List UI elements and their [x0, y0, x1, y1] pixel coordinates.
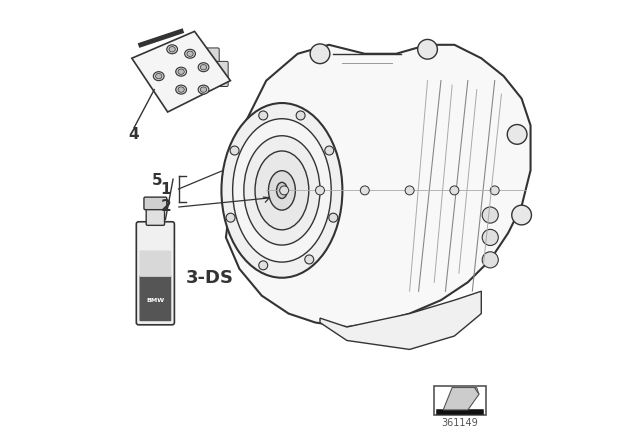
FancyBboxPatch shape [206, 48, 220, 73]
Ellipse shape [276, 182, 287, 198]
Ellipse shape [178, 69, 184, 74]
Ellipse shape [221, 103, 342, 278]
Ellipse shape [169, 47, 175, 52]
Ellipse shape [226, 213, 235, 222]
Text: 2: 2 [161, 199, 172, 215]
Ellipse shape [482, 207, 499, 223]
Ellipse shape [198, 63, 209, 72]
Text: 3-DS: 3-DS [186, 269, 234, 287]
Ellipse shape [324, 146, 333, 155]
Ellipse shape [198, 85, 209, 94]
Ellipse shape [482, 229, 499, 246]
Ellipse shape [259, 111, 268, 120]
Ellipse shape [280, 186, 289, 195]
Text: 1: 1 [161, 181, 172, 197]
Polygon shape [475, 388, 479, 394]
Ellipse shape [156, 73, 162, 79]
Ellipse shape [508, 125, 527, 144]
Ellipse shape [512, 205, 531, 225]
Ellipse shape [316, 186, 324, 195]
Ellipse shape [185, 49, 195, 58]
Polygon shape [320, 291, 481, 349]
FancyBboxPatch shape [215, 61, 228, 86]
Ellipse shape [310, 44, 330, 64]
Ellipse shape [450, 186, 459, 195]
Ellipse shape [296, 111, 305, 120]
Ellipse shape [176, 67, 186, 76]
Ellipse shape [167, 45, 177, 54]
FancyBboxPatch shape [140, 275, 172, 321]
Text: BMW: BMW [147, 298, 164, 303]
Ellipse shape [187, 51, 193, 56]
Ellipse shape [233, 119, 332, 262]
Bar [435, 386, 486, 415]
Ellipse shape [360, 186, 369, 195]
Ellipse shape [269, 171, 296, 210]
Polygon shape [226, 45, 531, 327]
FancyBboxPatch shape [146, 207, 164, 225]
Ellipse shape [405, 186, 414, 195]
Ellipse shape [490, 186, 499, 195]
Text: 5: 5 [152, 172, 163, 188]
FancyBboxPatch shape [144, 197, 167, 210]
Ellipse shape [176, 85, 186, 94]
FancyBboxPatch shape [136, 222, 174, 325]
Ellipse shape [255, 151, 309, 230]
Text: 4: 4 [129, 127, 140, 142]
Text: 361149: 361149 [442, 418, 478, 428]
Ellipse shape [200, 87, 207, 92]
Ellipse shape [154, 72, 164, 81]
Ellipse shape [482, 252, 499, 268]
Ellipse shape [244, 136, 320, 245]
Ellipse shape [329, 213, 338, 222]
Ellipse shape [305, 255, 314, 264]
Ellipse shape [200, 65, 207, 70]
Ellipse shape [418, 39, 437, 59]
Ellipse shape [230, 146, 239, 155]
FancyBboxPatch shape [140, 250, 172, 277]
Ellipse shape [178, 87, 184, 92]
Polygon shape [443, 388, 479, 410]
Ellipse shape [259, 261, 268, 270]
Polygon shape [132, 31, 230, 112]
